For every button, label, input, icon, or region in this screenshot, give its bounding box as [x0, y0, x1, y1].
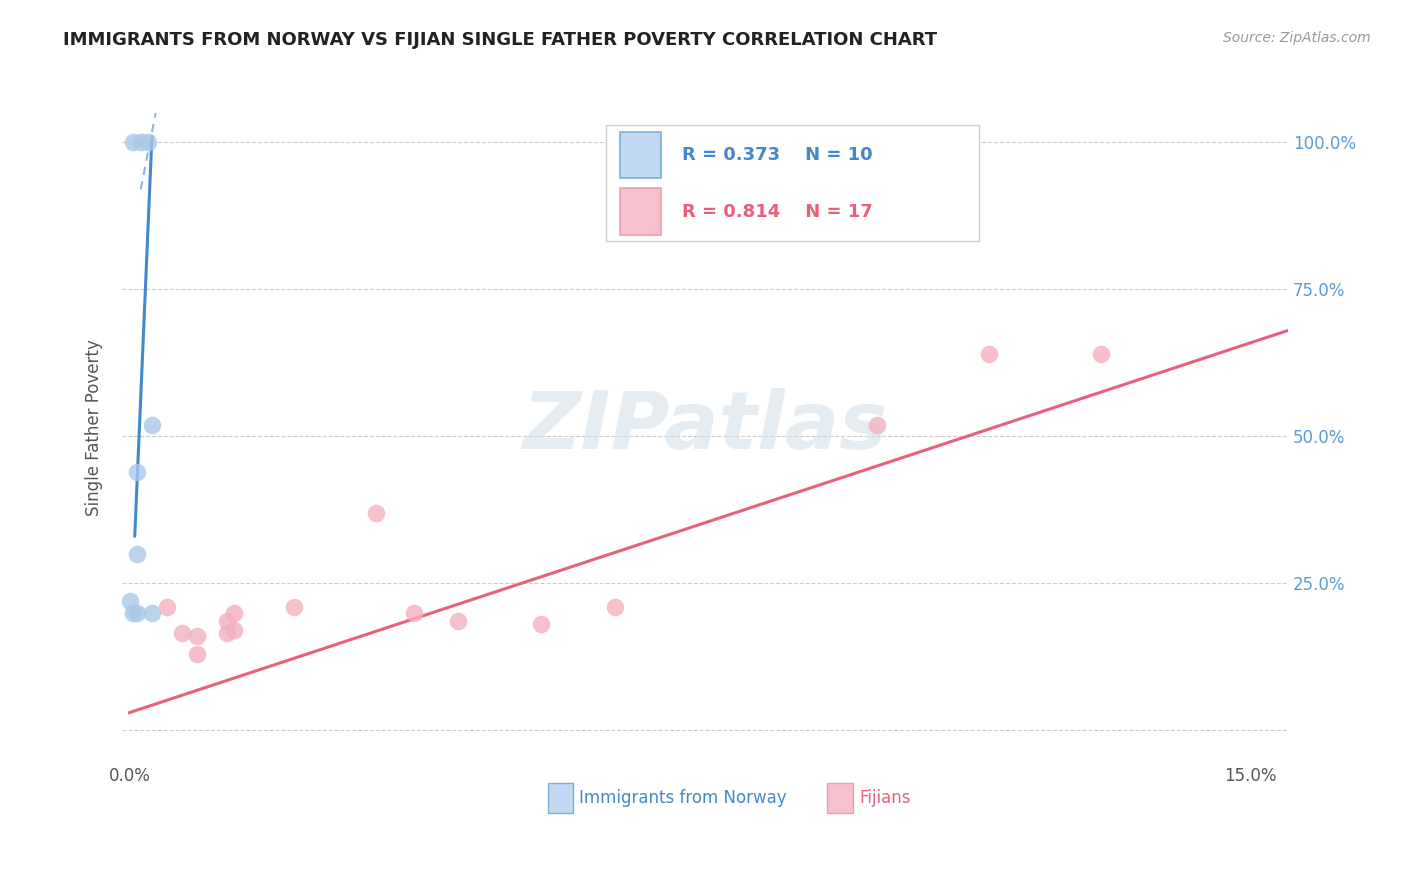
Point: [977, 347, 1000, 361]
Point: [447, 615, 470, 629]
Y-axis label: Single Father Poverty: Single Father Poverty: [86, 339, 103, 516]
FancyBboxPatch shape: [606, 125, 979, 242]
Point: [129, 136, 152, 150]
Point: [136, 136, 159, 150]
Text: IMMIGRANTS FROM NORWAY VS FIJIAN SINGLE FATHER POVERTY CORRELATION CHART: IMMIGRANTS FROM NORWAY VS FIJIAN SINGLE …: [63, 31, 938, 49]
Point: [156, 599, 179, 614]
Point: [1090, 347, 1112, 361]
Point: [866, 417, 889, 432]
Text: ZIPatlas: ZIPatlas: [523, 388, 887, 467]
Point: [141, 606, 163, 620]
Point: [186, 629, 208, 643]
Text: R = 0.814    N = 17: R = 0.814 N = 17: [682, 202, 873, 220]
Point: [366, 506, 388, 520]
Text: Source: ZipAtlas.com: Source: ZipAtlas.com: [1223, 31, 1371, 45]
Point: [224, 606, 246, 620]
FancyBboxPatch shape: [547, 783, 574, 813]
Point: [402, 606, 425, 620]
Point: [122, 606, 145, 620]
Point: [141, 417, 163, 432]
Point: [283, 599, 305, 614]
Point: [125, 606, 148, 620]
Point: [122, 136, 145, 150]
Point: [605, 599, 627, 614]
Point: [125, 465, 148, 479]
Point: [224, 624, 246, 638]
Point: [215, 615, 238, 629]
Text: Immigrants from Norway: Immigrants from Norway: [579, 789, 787, 806]
Text: R = 0.373    N = 10: R = 0.373 N = 10: [682, 146, 872, 164]
FancyBboxPatch shape: [828, 783, 853, 813]
Point: [215, 626, 238, 640]
Point: [186, 647, 208, 661]
FancyBboxPatch shape: [620, 188, 661, 235]
Text: Fijians: Fijians: [859, 789, 911, 806]
Point: [118, 594, 141, 608]
FancyBboxPatch shape: [620, 132, 661, 178]
Point: [170, 626, 193, 640]
Point: [125, 547, 148, 561]
Point: [529, 617, 551, 632]
